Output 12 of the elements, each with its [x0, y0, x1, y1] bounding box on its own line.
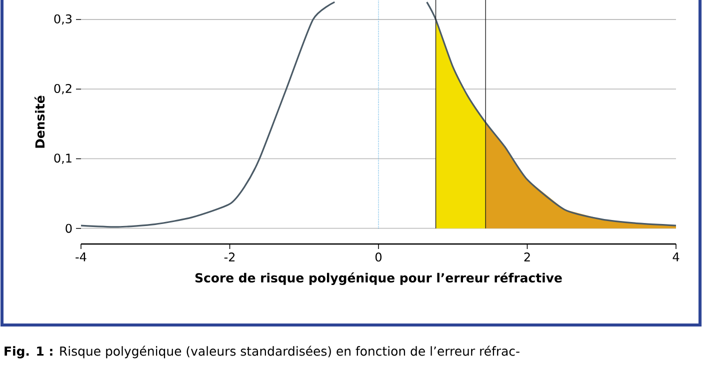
y-axis-title: Densité [34, 96, 45, 148]
x-tick-label: -4 [76, 252, 86, 262]
y-tick-label: 0,1 [54, 154, 72, 164]
text: Fig. 1 : Risque polygénique (valeurs standardisées) en fonction de l’erreur réfrac- [4, 346, 520, 358]
y-tick-label: 0,2 [54, 84, 72, 94]
x-tick-label: 0 [375, 252, 382, 262]
x-tick-label: 4 [672, 252, 680, 262]
y-tick-label: 0 [66, 224, 72, 233]
x-axis-title: Score de risque polygénique pour l’erreur réfractive [195, 272, 562, 286]
y-tick-label: 0,3 [54, 14, 72, 25]
x-tick-label: 2 [524, 252, 530, 262]
x-tick-label: -2 [224, 252, 235, 262]
